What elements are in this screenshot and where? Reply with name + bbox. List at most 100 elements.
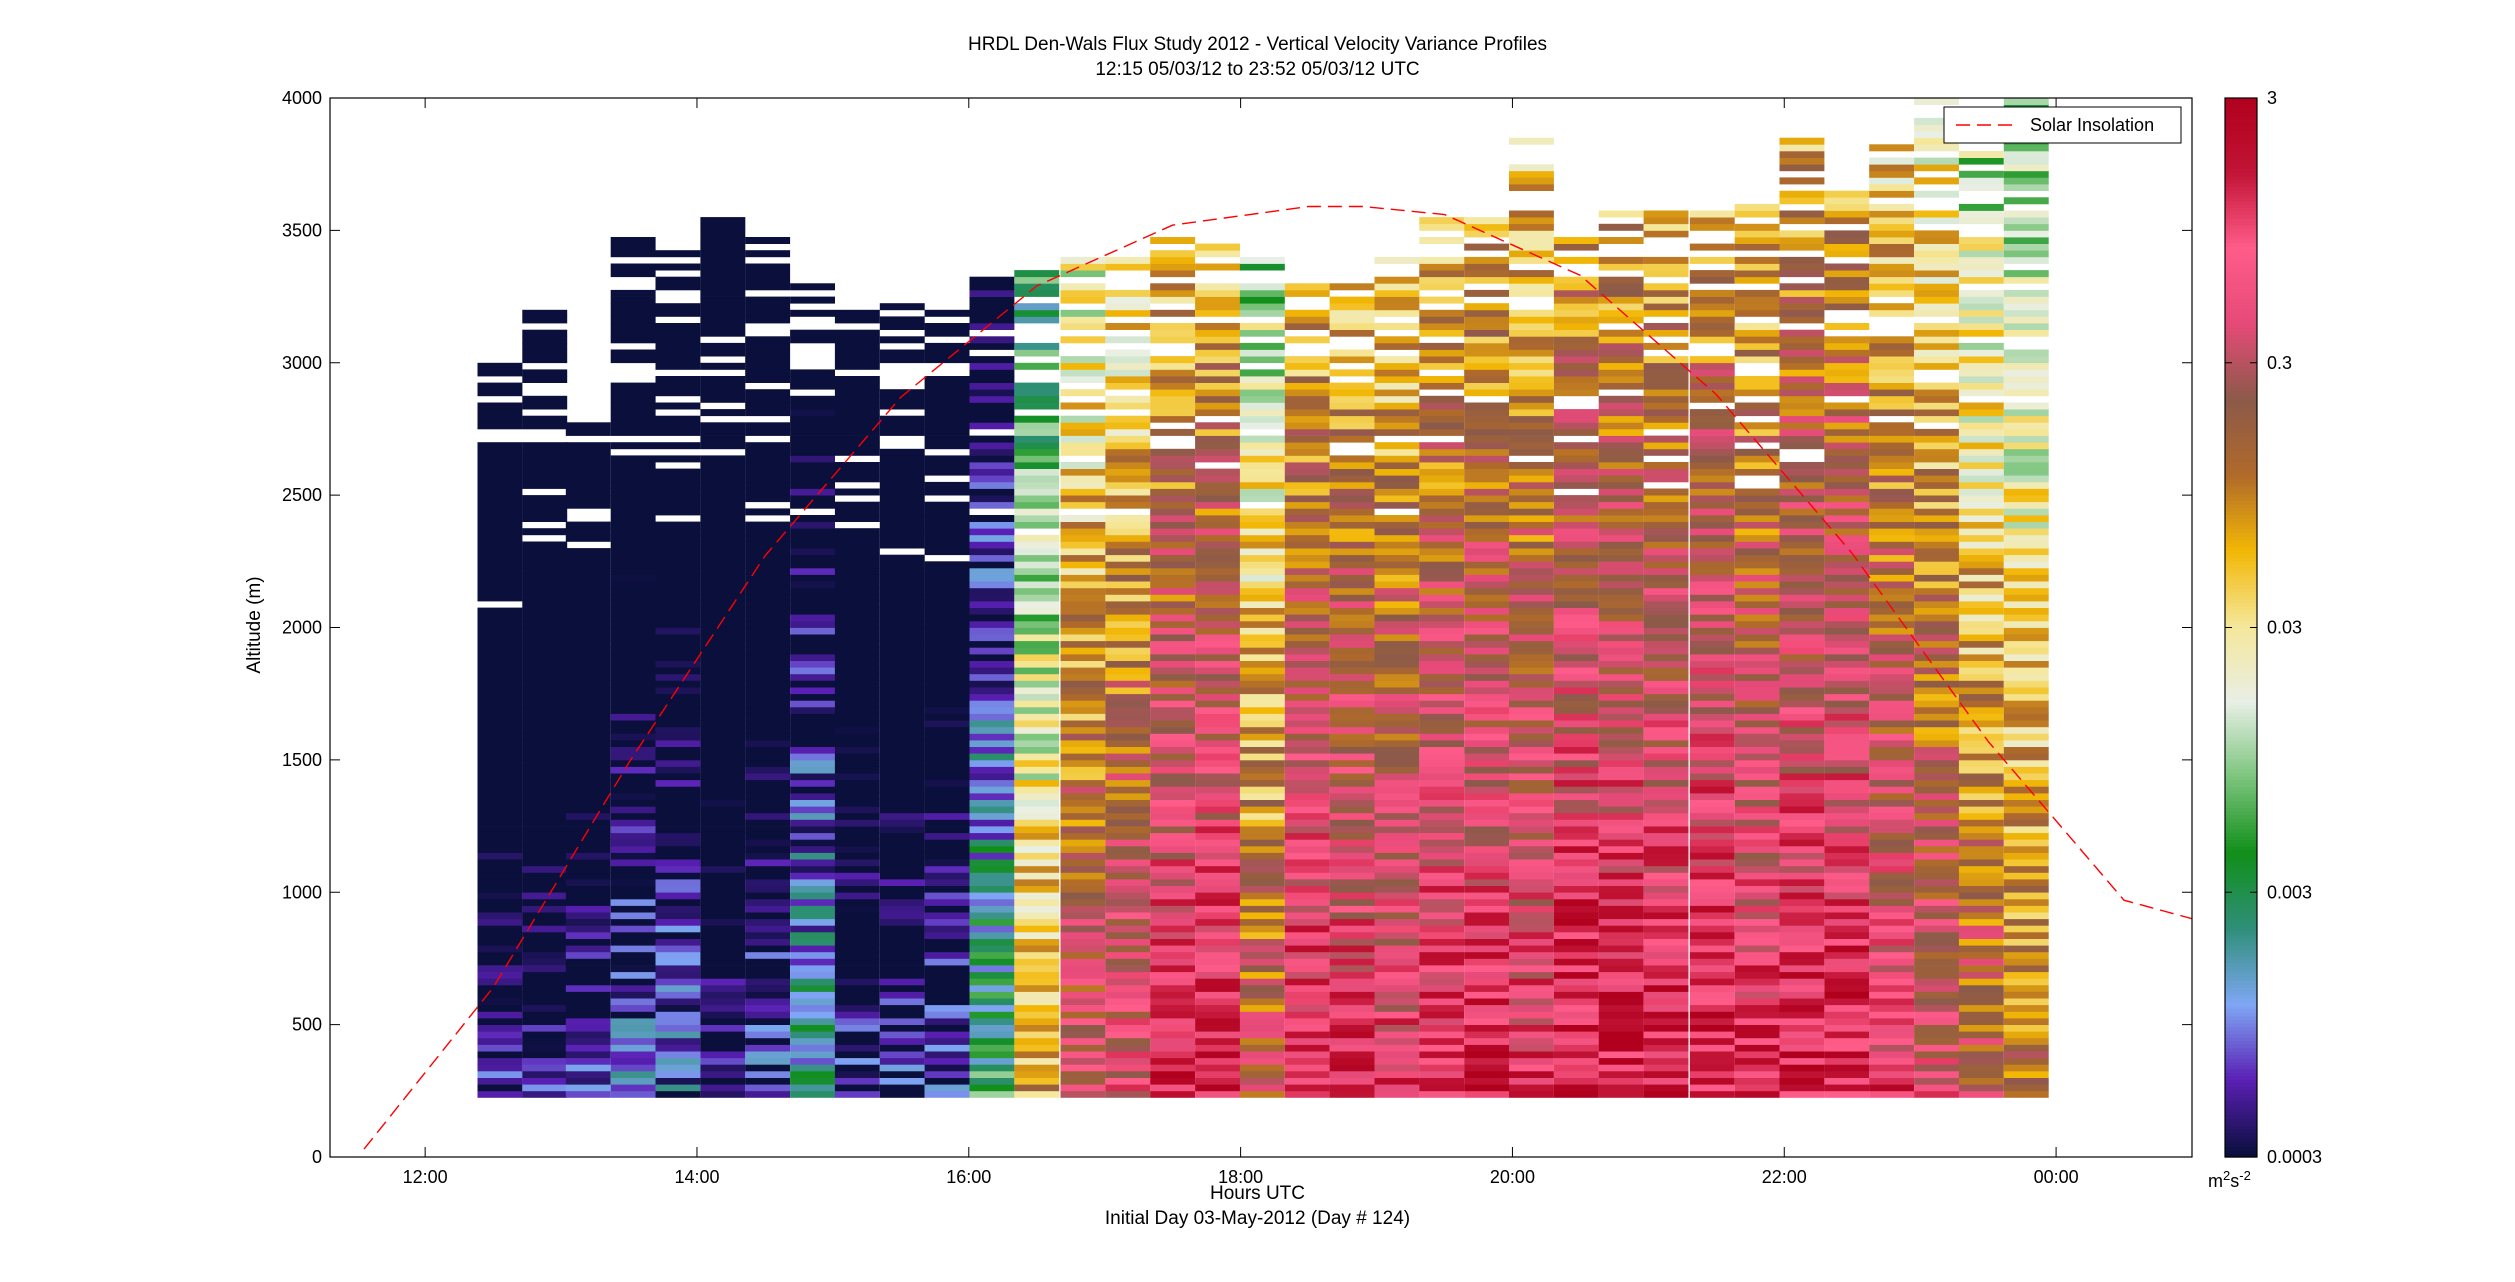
heatmap-cell [2003,806,2049,814]
heatmap-cell [1734,1037,1780,1045]
heatmap-cell [1643,938,1689,946]
heatmap-cell [1060,362,1106,370]
heatmap-cell [1509,462,1554,469]
heatmap-cell [1598,779,1644,787]
heatmap-cell [1464,700,1510,708]
heatmap-cell [1509,521,1554,529]
heatmap-cell [924,634,970,642]
heatmap-cell [477,912,523,920]
colorbar-segment [2225,493,2257,498]
heatmap-cell [610,336,656,344]
heatmap-cell [1374,356,1420,364]
heatmap-cell [1419,991,1465,999]
heatmap-cell [1734,660,1780,668]
colorbar-segment [2225,253,2257,258]
heatmap-cell [477,753,523,761]
heatmap-cell [1284,1018,1330,1025]
heatmap-cell [655,614,701,622]
heatmap-cell [1419,713,1465,721]
heatmap-cell [1509,422,1554,430]
heatmap-cell [1643,998,1689,1006]
heatmap-cell [1014,839,1060,847]
heatmap-cell [879,475,925,483]
heatmap-cell [790,812,835,820]
heatmap-cell [1914,256,1959,264]
heatmap-cell [1195,289,1240,297]
heatmap-cell [1553,832,1599,840]
heatmap-cell [1779,759,1825,767]
heatmap-cell [1734,951,1780,959]
heatmap-cell [834,713,880,721]
heatmap-cell [1464,687,1510,695]
heatmap-cell [1779,1084,1825,1092]
heatmap-cell [1914,587,1959,595]
heatmap-cell [1329,634,1375,642]
heatmap-cell [924,1044,970,1052]
heatmap-cell [1779,620,1825,628]
heatmap-cell [565,892,611,900]
heatmap-cell [969,435,1015,443]
heatmap-cell [1284,951,1330,959]
heatmap-cell [1869,382,1915,390]
heatmap-cell [879,508,925,516]
heatmap-cell [1195,362,1240,370]
heatmap-cell [1329,409,1375,417]
heatmap-cell [1598,448,1644,456]
heatmap-cell [1958,640,2004,648]
heatmap-cell [1824,237,1870,244]
heatmap-cell [1553,819,1599,827]
heatmap-cell [924,779,970,787]
heatmap-cell [1553,567,1599,575]
heatmap-cell [879,819,925,827]
heatmap-cell [2003,237,2049,244]
heatmap-cell [1643,495,1689,503]
heatmap-cell [1779,1004,1825,1012]
heatmap-cell [1689,753,1735,761]
heatmap-cell [1689,832,1735,840]
heatmap-cell [1284,726,1330,734]
heatmap-cell [969,289,1015,297]
heatmap-cell [969,647,1015,655]
heatmap-cell [1014,455,1060,463]
heatmap-cell [565,587,611,595]
heatmap-cell [1105,879,1151,886]
heatmap-cell [1195,250,1240,258]
heatmap-cell [1374,905,1420,913]
heatmap-cell [1374,812,1420,820]
heatmap-cell [1643,839,1689,847]
heatmap-cell [1329,865,1375,873]
heatmap-cell [1105,289,1151,297]
heatmap-cell [1958,541,2004,549]
heatmap-cell [2003,978,2049,986]
heatmap-cell [1239,263,1285,271]
heatmap-cell [879,746,925,754]
heatmap-cell [1598,402,1644,410]
colorbar-segment [2225,807,2257,812]
heatmap-cell [1284,283,1330,291]
heatmap-cell [969,422,1015,430]
heatmap-cell [1284,660,1330,668]
heatmap-cell [1914,826,1959,834]
heatmap-cell [745,455,791,463]
heatmap-cell [2003,872,2049,880]
heatmap-cell [790,640,835,648]
heatmap-cell [565,898,611,906]
heatmap-cell [1689,217,1735,225]
heatmap-cell [610,243,656,251]
heatmap-cell [1689,422,1735,430]
heatmap-cell [565,938,611,946]
heatmap-cell [1869,779,1915,787]
heatmap-cell [1284,773,1330,781]
heatmap-cell [2003,230,2049,238]
heatmap-cell [1869,203,1915,211]
heatmap-cell [834,389,880,397]
heatmap-cell [1329,607,1375,615]
heatmap-cell [1734,230,1780,238]
heatmap-cell [1734,978,1780,986]
heatmap-cell [1734,1051,1780,1059]
colorbar-segment [2225,955,2257,960]
heatmap-cell [1464,356,1510,364]
heatmap-cell [1914,693,1959,701]
heatmap-cell [1509,806,1554,814]
heatmap-cell [565,905,611,913]
